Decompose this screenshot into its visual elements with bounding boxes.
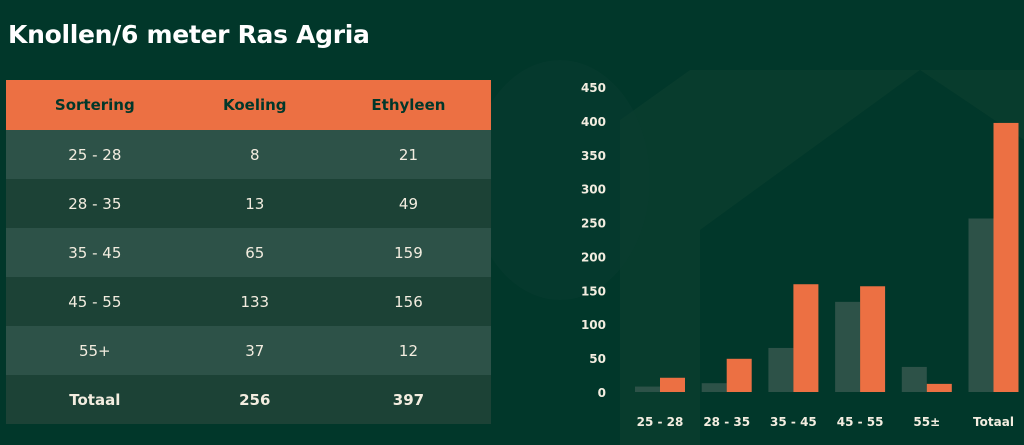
bar-koeling xyxy=(901,366,927,392)
x-tick-label: 45 - 55 xyxy=(837,415,884,429)
bar-koeling xyxy=(968,218,994,392)
cell-sortering: Totaal xyxy=(6,375,184,424)
bar-ethyleen xyxy=(793,284,819,392)
cell-ethyleen: 159 xyxy=(325,228,491,277)
cell-koeling: 133 xyxy=(183,277,326,326)
bar-ethyleen xyxy=(660,377,685,392)
table-row: 28 - 35 13 49 xyxy=(6,179,491,228)
x-tick-label: 35 - 45 xyxy=(770,415,817,429)
cell-ethyleen: 21 xyxy=(325,130,491,179)
cell-ethyleen: 397 xyxy=(325,375,491,424)
y-tick-label: 450 xyxy=(581,81,606,95)
page-title: Knollen/6 meter Ras Agria xyxy=(8,20,370,49)
header-koeling: Koeling xyxy=(183,80,326,130)
y-tick-label: 100 xyxy=(581,318,606,332)
bar-koeling xyxy=(701,383,727,392)
cell-sortering: 35 - 45 xyxy=(6,228,184,277)
cell-ethyleen: 12 xyxy=(325,326,491,375)
cell-sortering: 55+ xyxy=(6,326,184,375)
cell-sortering: 28 - 35 xyxy=(6,179,184,228)
bar-koeling xyxy=(768,347,794,392)
cell-sortering: 45 - 55 xyxy=(6,277,184,326)
y-tick-label: 200 xyxy=(581,250,606,264)
x-tick-label: 55± xyxy=(913,415,940,429)
table-header-row: Sortering Koeling Ethyleen xyxy=(6,80,491,130)
x-tick-label: Totaal xyxy=(973,415,1014,429)
x-tick-label: 25 - 28 xyxy=(637,415,684,429)
data-table: Sortering Koeling Ethyleen 25 - 28 8 21 28 … xyxy=(6,80,491,424)
y-tick-label: 50 xyxy=(589,352,606,366)
y-tick-label: 150 xyxy=(581,284,606,298)
bar-koeling xyxy=(635,386,660,392)
bar-ethyleen xyxy=(726,358,752,392)
cell-koeling: 13 xyxy=(183,179,326,228)
header-sortering: Sortering xyxy=(6,80,184,130)
cell-koeling: 8 xyxy=(183,130,326,179)
y-tick-label: 350 xyxy=(581,149,606,163)
table-row: 25 - 28 8 21 xyxy=(6,130,491,179)
header-ethyleen: Ethyleen xyxy=(325,80,491,130)
cell-ethyleen: 156 xyxy=(325,277,491,326)
x-tick-label: 28 - 35 xyxy=(703,415,750,429)
y-tick-label: 300 xyxy=(581,183,606,197)
table-row: 55+ 37 12 xyxy=(6,326,491,375)
bar-ethyleen xyxy=(860,286,886,392)
y-tick-label: 400 xyxy=(581,115,606,129)
y-tick-label: 0 xyxy=(598,386,606,400)
cell-koeling: 37 xyxy=(183,326,326,375)
bar-chart: 0 50 100 150 200 250 300 350 400 450 25 - 28 28 - 3… xyxy=(581,81,1019,429)
cell-ethyleen: 49 xyxy=(325,179,491,228)
y-tick-label: 250 xyxy=(581,217,606,231)
bar-ethyleen xyxy=(926,383,952,392)
bar-koeling xyxy=(835,301,861,392)
table-row: Totaal 256 397 xyxy=(6,375,491,424)
cell-koeling: 65 xyxy=(183,228,326,277)
bar-ethyleen xyxy=(993,122,1019,392)
cell-koeling: 256 xyxy=(183,375,326,424)
cell-sortering: 25 - 28 xyxy=(6,130,184,179)
table-row: 35 - 45 65 159 xyxy=(6,228,491,277)
table-row: 45 - 55 133 156 xyxy=(6,277,491,326)
